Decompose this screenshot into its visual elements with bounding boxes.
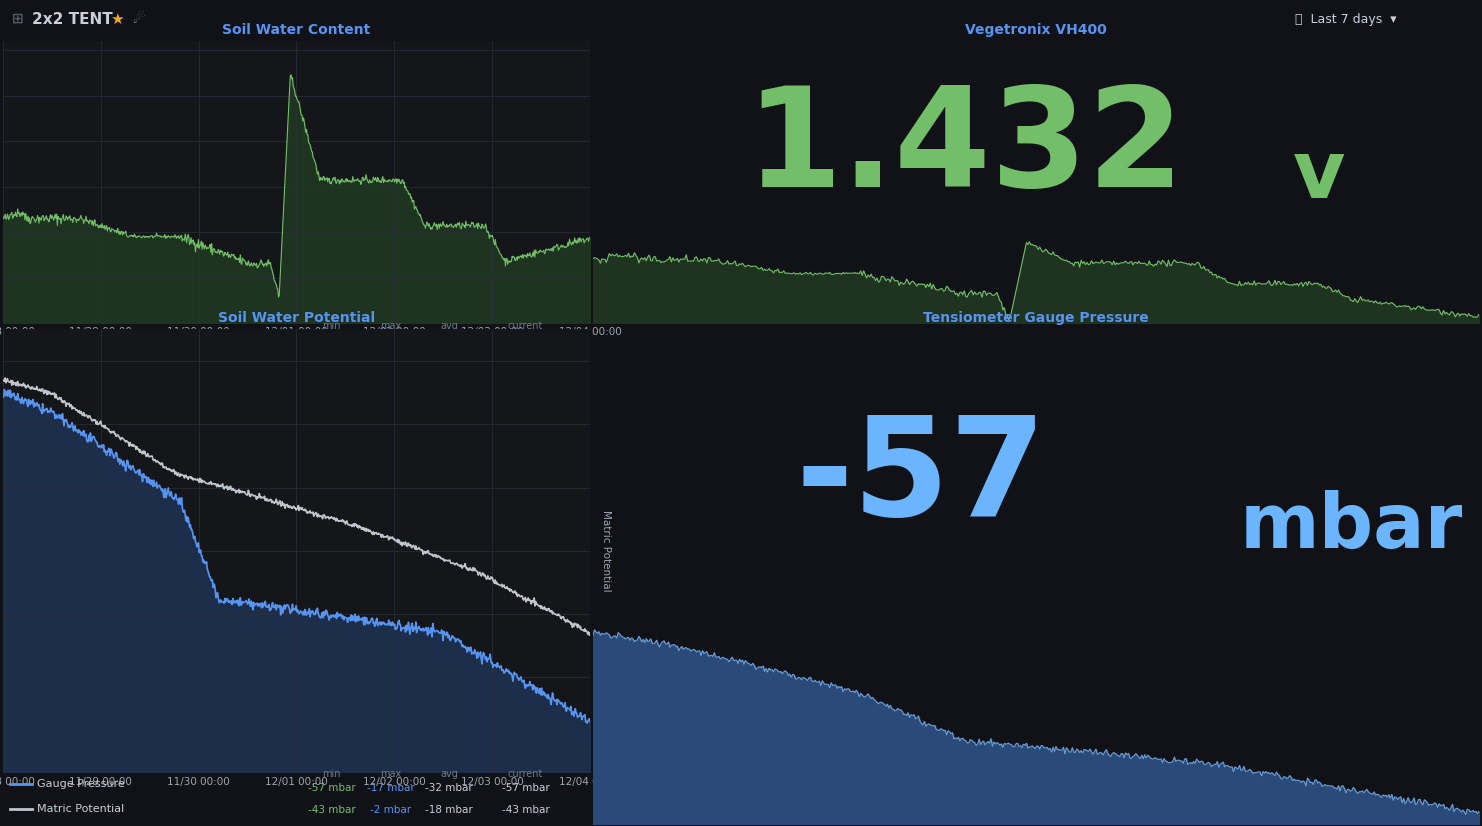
Text: current: current (508, 321, 542, 331)
Text: avg: avg (440, 321, 458, 331)
Text: -17 mbar: -17 mbar (366, 782, 415, 793)
Text: mbar: mbar (1240, 491, 1463, 564)
Text: 1.432: 1.432 (745, 81, 1184, 216)
Text: -2 mbar: -2 mbar (370, 805, 411, 815)
Text: -43 mbar: -43 mbar (308, 805, 356, 815)
Text: 1.4323 K: 1.4323 K (501, 349, 550, 359)
Text: v: v (1292, 137, 1346, 216)
Title: Soil Water Content: Soil Water Content (222, 23, 370, 37)
Text: Gauge Pressure: Gauge Pressure (37, 779, 124, 789)
Title: Vegetronix VH400: Vegetronix VH400 (965, 23, 1107, 37)
Text: ⊞: ⊞ (12, 12, 24, 26)
Text: 1.4903 K: 1.4903 K (424, 349, 474, 359)
Text: max: max (379, 321, 402, 331)
Text: -18 mbar: -18 mbar (425, 805, 473, 815)
Text: 1.4224 K: 1.4224 K (307, 349, 357, 359)
Text: min: min (323, 768, 341, 779)
Text: -57 mbar: -57 mbar (501, 782, 550, 793)
Text: current: current (508, 768, 542, 779)
Text: max: max (379, 768, 402, 779)
Text: ☄: ☄ (132, 12, 145, 26)
Text: 2x2 TENT: 2x2 TENT (33, 12, 113, 26)
Text: ★: ★ (110, 12, 123, 26)
Text: VEGETRONIX: VEGETRONIX (37, 335, 110, 344)
Text: -57: -57 (796, 411, 1046, 545)
Title: Soil Water Potential: Soil Water Potential (218, 311, 375, 325)
Title: Tensiometer Gauge Pressure: Tensiometer Gauge Pressure (923, 311, 1149, 325)
Text: -32 mbar: -32 mbar (425, 782, 473, 793)
Text: min: min (323, 321, 341, 331)
Y-axis label: Matric Potential: Matric Potential (602, 510, 611, 591)
Text: -57 mbar: -57 mbar (308, 782, 356, 793)
Text: -43 mbar: -43 mbar (501, 805, 550, 815)
Text: ⏱  Last 7 days  ▾: ⏱ Last 7 days ▾ (1295, 12, 1396, 26)
Text: 1.6711 K: 1.6711 K (366, 349, 415, 359)
Text: avg: avg (440, 768, 458, 779)
Text: Matric Potential: Matric Potential (37, 804, 124, 814)
